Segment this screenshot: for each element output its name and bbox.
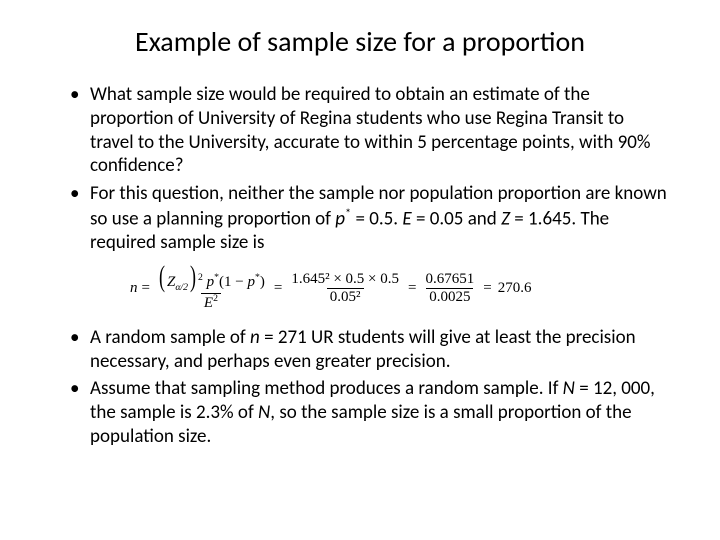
f-eq1: =: [138, 280, 154, 297]
bullet-1: What sample size would be required to ob…: [70, 83, 670, 178]
f-eq3: =: [408, 280, 416, 297]
b3-n: n: [250, 326, 260, 349]
f-right-frac: 0.67651 0.0025: [422, 271, 477, 305]
b2-Z: Z: [501, 207, 510, 230]
b4-N: N: [563, 377, 575, 400]
f-eq2: =: [274, 280, 282, 297]
b4-N2: N: [258, 401, 270, 424]
bullet-list-2: A random sample of n = 271 UR students w…: [50, 326, 670, 449]
f-n: n: [130, 280, 138, 297]
bullet-3: A random sample of n = 271 UR students w…: [70, 326, 670, 374]
b2-E: E: [402, 207, 411, 230]
f-eq4: =: [483, 280, 491, 297]
b3-a: A random sample of: [90, 326, 250, 349]
f-result: 270.6: [498, 280, 532, 297]
f-left-frac: (Zα/2)2 p*(1 − p*) E2: [154, 265, 268, 312]
f-mid-frac: 1.645² × 0.5 × 0.5 0.05²: [288, 271, 402, 305]
formula: n = (Zα/2)2 p*(1 − p*) E2 = 1.645² × 0.5…: [50, 265, 670, 312]
page-title: Example of sample size for a proportion: [50, 24, 670, 59]
b4-a: Assume that sampling method produces a r…: [90, 377, 563, 400]
b2-text-b: = 0.5.: [351, 207, 402, 230]
b2-text-c: = 0.05 and: [412, 207, 501, 230]
bullet-list: What sample size would be required to ob…: [50, 83, 670, 255]
b2-pstar: p: [335, 207, 345, 230]
bullet-2: For this question, neither the sample no…: [70, 182, 670, 255]
bullet-4: Assume that sampling method produces a r…: [70, 377, 670, 448]
